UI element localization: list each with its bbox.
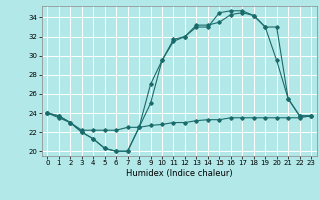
X-axis label: Humidex (Indice chaleur): Humidex (Indice chaleur) (126, 169, 233, 178)
